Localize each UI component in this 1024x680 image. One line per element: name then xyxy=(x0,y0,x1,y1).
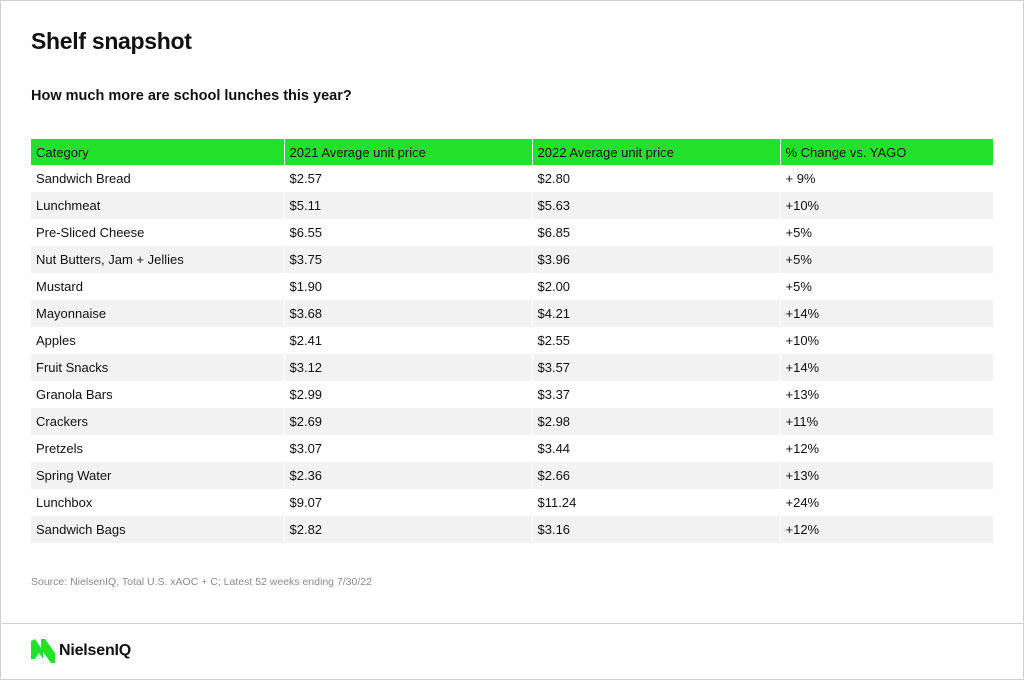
price-cell: $2.36 xyxy=(284,462,533,489)
price-cell: $2.41 xyxy=(284,327,533,354)
price-cell: $3.96 xyxy=(532,246,781,273)
category-cell: Crackers xyxy=(31,408,285,435)
price-cell: $2.57 xyxy=(284,165,533,192)
table-row: Nut Butters, Jam + Jellies $3.75 $3.96 +5% xyxy=(31,246,993,273)
table-row: Granola Bars $2.99 $3.37 +13% xyxy=(31,381,993,408)
table-row: Mayonnaise $3.68 $4.21 +14% xyxy=(31,300,993,327)
table-row: Lunchmeat $5.11 $5.63 +10% xyxy=(31,192,993,219)
category-cell: Granola Bars xyxy=(31,381,285,408)
price-cell: $1.90 xyxy=(284,273,533,300)
category-cell: Sandwich Bags xyxy=(31,516,285,543)
table-row: Pretzels $3.07 $3.44 +12% xyxy=(31,435,993,462)
footer-divider xyxy=(2,623,1024,624)
change-cell: +10% xyxy=(780,327,993,354)
column-header: 2021 Average unit price xyxy=(284,139,533,165)
category-cell: Lunchbox xyxy=(31,489,285,516)
change-cell: +12% xyxy=(780,516,993,543)
category-cell: Apples xyxy=(31,327,285,354)
price-cell: $3.07 xyxy=(284,435,533,462)
price-cell: $5.63 xyxy=(532,192,781,219)
price-cell: $9.07 xyxy=(284,489,533,516)
table-row: Lunchbox $9.07 $11.24 +24% xyxy=(31,489,993,516)
nielseniq-logo-icon xyxy=(31,639,55,663)
price-cell: $2.99 xyxy=(284,381,533,408)
price-cell: $11.24 xyxy=(532,489,781,516)
category-cell: Sandwich Bread xyxy=(31,165,285,192)
table-row: Fruit Snacks $3.12 $3.57 +14% xyxy=(31,354,993,381)
change-cell: +14% xyxy=(780,300,993,327)
price-table: Category 2021 Average unit price 2022 Av… xyxy=(31,139,993,543)
price-cell: $6.55 xyxy=(284,219,533,246)
price-cell: $3.16 xyxy=(532,516,781,543)
price-cell: $2.82 xyxy=(284,516,533,543)
brand-name: NielsenIQ xyxy=(59,642,132,659)
price-cell: $3.37 xyxy=(532,381,781,408)
price-cell: $2.55 xyxy=(532,327,781,354)
category-cell: Lunchmeat xyxy=(31,192,285,219)
price-cell: $2.69 xyxy=(284,408,533,435)
change-cell: +13% xyxy=(780,381,993,408)
table-row: Crackers $2.69 $2.98 +11% xyxy=(31,408,993,435)
change-cell: +5% xyxy=(780,273,993,300)
category-cell: Pretzels xyxy=(31,435,285,462)
table-row: Apples $2.41 $2.55 +10% xyxy=(31,327,993,354)
change-cell: +24% xyxy=(780,489,993,516)
table-row: Sandwich Bread $2.57 $2.80 + 9% xyxy=(31,165,993,192)
category-cell: Fruit Snacks xyxy=(31,354,285,381)
price-cell: $2.00 xyxy=(532,273,781,300)
source-note: Source: NielsenIQ, Total U.S. xAOC + C; … xyxy=(31,576,372,588)
price-cell: $6.85 xyxy=(532,219,781,246)
table-row: Pre-Sliced Cheese $6.55 $6.85 +5% xyxy=(31,219,993,246)
price-cell: $4.21 xyxy=(532,300,781,327)
table-row: Sandwich Bags $2.82 $3.16 +12% xyxy=(31,516,993,543)
price-cell: $3.75 xyxy=(284,246,533,273)
column-header: % Change vs. YAGO xyxy=(780,139,993,165)
change-cell: + 9% xyxy=(780,165,993,192)
change-cell: +5% xyxy=(780,219,993,246)
price-cell: $2.66 xyxy=(532,462,781,489)
column-header: Category xyxy=(31,139,285,165)
category-cell: Spring Water xyxy=(31,462,285,489)
brand-logo: NielsenIQ xyxy=(31,639,131,663)
table-row: Spring Water $2.36 $2.66 +13% xyxy=(31,462,993,489)
change-cell: +14% xyxy=(780,354,993,381)
price-cell: $3.44 xyxy=(532,435,781,462)
page-title: Shelf snapshot xyxy=(31,28,192,54)
price-cell: $2.98 xyxy=(532,408,781,435)
change-cell: +12% xyxy=(780,435,993,462)
price-cell: $3.68 xyxy=(284,300,533,327)
category-cell: Pre-Sliced Cheese xyxy=(31,219,285,246)
page-subtitle: How much more are school lunches this ye… xyxy=(31,88,352,104)
price-cell: $2.80 xyxy=(532,165,781,192)
change-cell: +11% xyxy=(780,408,993,435)
price-cell: $3.57 xyxy=(532,354,781,381)
table-row: Mustard $1.90 $2.00 +5% xyxy=(31,273,993,300)
category-cell: Mayonnaise xyxy=(31,300,285,327)
table-body: Sandwich Bread $2.57 $2.80 + 9% Lunchmeat $5.… xyxy=(31,165,993,543)
change-cell: +5% xyxy=(780,246,993,273)
category-cell: Nut Butters, Jam + Jellies xyxy=(31,246,285,273)
price-cell: $3.12 xyxy=(284,354,533,381)
column-header: 2022 Average unit price xyxy=(532,139,781,165)
price-cell: $5.11 xyxy=(284,192,533,219)
table-header-row: Category 2021 Average unit price 2022 Av… xyxy=(31,139,993,165)
change-cell: +13% xyxy=(780,462,993,489)
category-cell: Mustard xyxy=(31,273,285,300)
change-cell: +10% xyxy=(780,192,993,219)
